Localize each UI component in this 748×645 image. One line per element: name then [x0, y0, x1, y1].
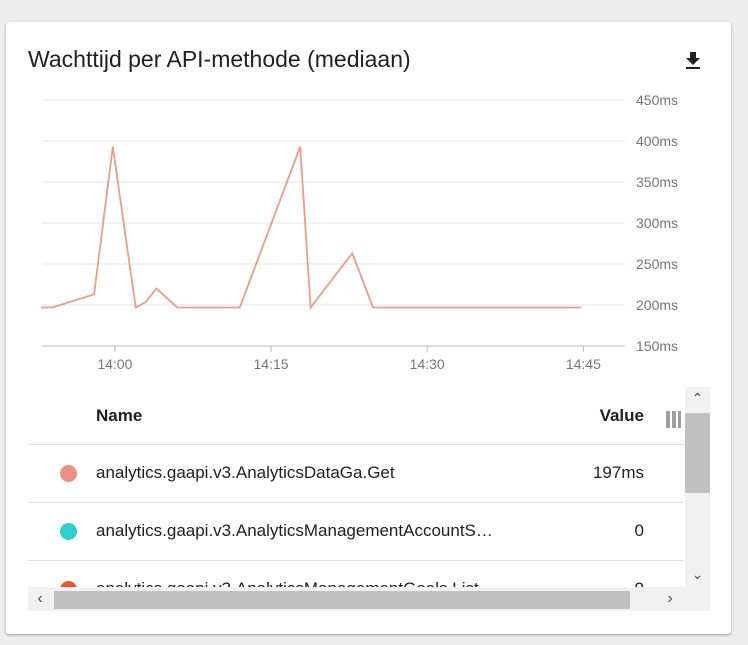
y-tick-label: 150ms: [636, 338, 678, 354]
table-row[interactable]: analytics.gaapi.v3.AnalyticsManagementAc…: [28, 503, 684, 561]
x-tick-label: 14:15: [254, 356, 289, 372]
vertical-scroll-thumb[interactable]: [685, 413, 710, 493]
y-tick-label: 400ms: [636, 133, 678, 149]
columns-icon[interactable]: [666, 411, 682, 428]
x-tick-label: 14:45: [566, 356, 601, 372]
vertical-scrollbar[interactable]: ⌃ ⌄: [685, 387, 710, 587]
download-icon[interactable]: [681, 49, 705, 73]
y-tick-label: 450ms: [636, 92, 678, 108]
chevron-up-icon[interactable]: ⌃: [691, 390, 704, 406]
series-line[interactable]: [41, 146, 582, 310]
latency-line-chart: 450ms 400ms 350ms 300ms 250ms 200ms 150ms 14:00…: [41, 92, 678, 372]
x-tick-label: 14:30: [410, 356, 445, 372]
y-tick-label: 300ms: [636, 215, 678, 231]
chevron-left-icon[interactable]: ‹: [37, 590, 43, 607]
y-tick-label: 350ms: [636, 174, 678, 190]
x-tick-label: 14:00: [97, 356, 132, 372]
header-value[interactable]: Value: [599, 406, 644, 425]
card-title: Wachttijd per API-methode (mediaan): [28, 46, 411, 72]
header-name[interactable]: Name: [96, 406, 143, 425]
y-tick-label: 250ms: [636, 256, 678, 272]
series-color-dot: [60, 465, 77, 482]
row-value: 197ms: [592, 463, 644, 482]
series-color-dot: [60, 523, 77, 540]
table-header: Name Value: [28, 387, 684, 445]
chevron-down-icon[interactable]: ⌄: [691, 566, 704, 582]
chart-card: Wachttijd per API-methode (mediaan) 450m…: [6, 22, 731, 634]
table-row[interactable]: analytics.gaapi.v3.AnalyticsDataGa.Get 1…: [28, 445, 684, 503]
row-value: 0: [634, 521, 644, 540]
chevron-right-icon[interactable]: ›: [667, 590, 673, 607]
row-name: analytics.gaapi.v3.AnalyticsDataGa.Get: [96, 463, 395, 482]
horizontal-scrollbar[interactable]: ‹ ›: [28, 587, 710, 611]
legend-table: Name Value analytics.gaapi.v3.AnalyticsD…: [28, 387, 710, 611]
row-name: analytics.gaapi.v3.AnalyticsManagementAc…: [96, 521, 501, 540]
horizontal-scroll-thumb[interactable]: [54, 591, 630, 609]
y-tick-label: 200ms: [636, 297, 678, 313]
